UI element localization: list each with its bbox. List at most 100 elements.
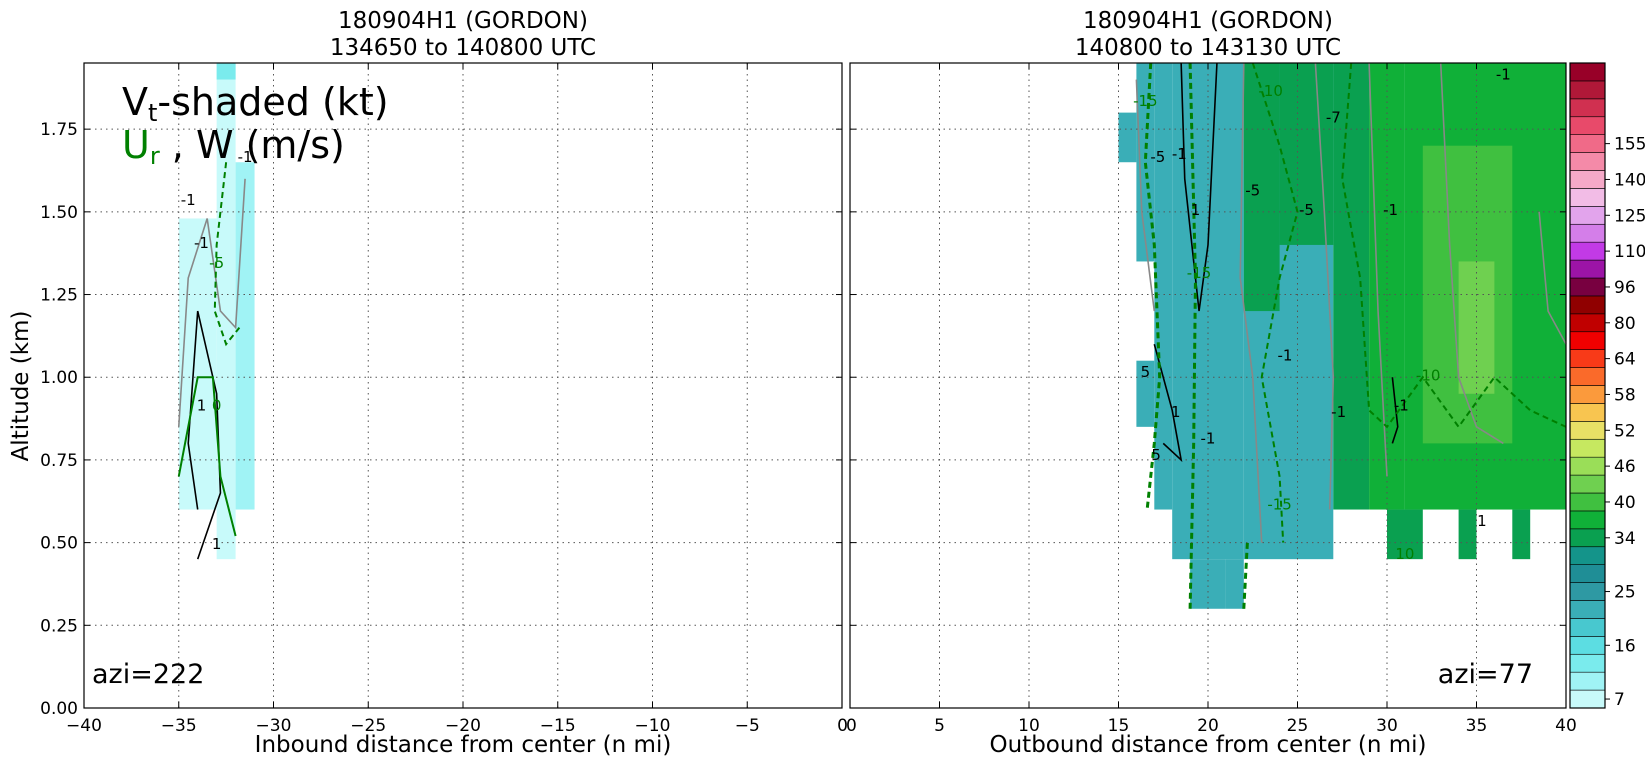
colorbar-swatch [1569,277,1606,297]
shaded-cell [235,162,255,510]
w-contour-line [1180,62,1218,312]
contour-label: -15 [1187,264,1212,282]
colorbar-tick-label: 64 [1614,350,1636,370]
shaded-cell [216,63,236,80]
colorbar-swatch [1569,546,1606,565]
contour-label: 10 [1395,545,1414,563]
contour-label: -1 [1331,403,1346,421]
colorbar-swatch [1569,421,1606,440]
colorbar-swatch [1569,689,1606,709]
contour-label: -15 [1267,496,1292,514]
inbound-contour-lines [177,162,246,560]
x-tick-label: −20 [445,716,481,736]
shaded-cell [216,63,236,560]
y-axis-label: Altitude (km) [8,311,34,462]
inbound-contour-labels: -1-1-1-51 01 [181,148,253,553]
contour-label: -1 [1394,396,1409,414]
contour-label: -10 [1416,367,1441,385]
colorbar-swatch [1569,618,1606,637]
w-contour-line [1135,79,1156,312]
contour-label: -5 [1245,181,1260,199]
x-tick-label: −5 [735,716,760,736]
colorbar-tick-label: 80 [1614,314,1636,334]
colorbar-tick-label: 52 [1614,421,1636,441]
inbound-ticks: −40 −35 −30 −25 −20 −15 −10 −5 0 0.00 0.25 0.50 0.75… [40,63,848,736]
w-contour-line [1439,62,1504,445]
shaded-cell [1136,360,1155,427]
legend-vt-line: Vt-shaded (kt) [122,80,389,127]
contour-label: 1 [212,535,222,553]
ur-contour-line [1143,62,1162,510]
colorbar-tick-label: 125 [1614,206,1645,226]
colorbar-tick-label: 40 [1614,493,1636,513]
x-tick-label: 5 [934,716,945,736]
colorbar-swatch [1569,492,1606,512]
shaded-cell [1387,509,1423,560]
inbound-title-line1: 180904H1 (GORDON) [338,8,588,34]
colorbar-swatch [1569,313,1606,333]
shaded-cell [1225,559,1244,609]
outbound-xlabel: Outbound distance from center (n mi) [990,732,1427,758]
x-tick-label: −15 [540,716,576,736]
shaded-cell [1458,509,1477,560]
contour-label: 0 [212,396,222,414]
contour-label: -7 [1326,109,1341,127]
x-tick-label: 35 [1466,716,1488,736]
legend-vt-symbol: V [122,80,148,124]
colorbar-swatch [1569,403,1606,422]
shaded-cell [1190,559,1226,609]
x-tick-label: −10 [635,716,671,736]
colorbar-swatch [1569,295,1606,315]
colorbar-swatch [1569,564,1606,583]
colorbar-tick-label: 140 [1614,170,1645,190]
outbound-grid [850,63,1566,708]
ur-contour-line [1188,62,1197,609]
colorbar-swatch [1569,474,1606,494]
legend-w-text: , W (m/s) [160,123,345,167]
contour-label: -15 [1133,92,1158,110]
colorbar-swatch [1569,241,1606,261]
x-tick-label: −40 [66,716,102,736]
outbound-shaded-field [1118,63,1566,609]
colorbar-swatch [1569,134,1606,153]
legend-vt-text: -shaded (kt) [157,80,388,124]
outbound-contour-labels: -15-5 -11-5-5-7-10-1-1-15-151-1-1 -1-105-1… [1133,66,1511,564]
contour-label: -5 [209,254,224,272]
inbound-xlabel: Inbound distance from center (n mi) [255,732,672,758]
x-tick-label: 10 [1018,716,1040,736]
y-tick-label: 1.25 [40,286,78,306]
ur-contour-line [177,376,237,537]
colorbar-swatch [1569,582,1606,601]
contour-label: -1 [1172,145,1187,163]
contour-label: -1 [1201,429,1216,447]
contour-label: 1 [197,396,207,414]
colorbar-swatch [1569,385,1606,404]
colorbar-swatch [1569,188,1606,207]
y-tick-label: 0.00 [40,699,78,719]
colorbar-swatch [1569,62,1606,82]
w-contour-line [1153,343,1183,463]
x-tick-label: 20 [1197,716,1219,736]
outbound-azimuth-label: azi=77 [1438,659,1533,690]
x-tick-label: 30 [1376,716,1398,736]
w-contour-line [1368,62,1388,477]
colorbar-ticks: 7 16 25 34 40 46 52 58 64 80 96 110 125 140 155 [1605,135,1645,710]
shaded-cell [1136,63,1155,262]
colorbar-tick-label: 25 [1614,583,1636,603]
colorbar-tick-label: 155 [1614,135,1645,155]
colorbar-swatch [1569,331,1606,350]
shaded-cell [1512,509,1531,560]
x-tick-label: 25 [1287,716,1309,736]
shaded-cell [1243,63,1280,312]
contour-label: -1 [1277,347,1292,365]
x-tick-label: 40 [1555,716,1577,736]
x-tick-label: 15 [1108,716,1130,736]
colorbar-tick-label: 34 [1614,529,1636,549]
w-contour-line [1239,62,1263,543]
colorbar-swatch [1569,653,1606,673]
w-contour-line [1391,377,1399,444]
x-tick-label: 0 [837,716,848,736]
legend-ur-line: Ur , W (m/s) [122,123,345,170]
ur-contour-line [1251,62,1299,543]
outbound-title-line2: 140800 to 143130 UTC [1075,35,1341,61]
